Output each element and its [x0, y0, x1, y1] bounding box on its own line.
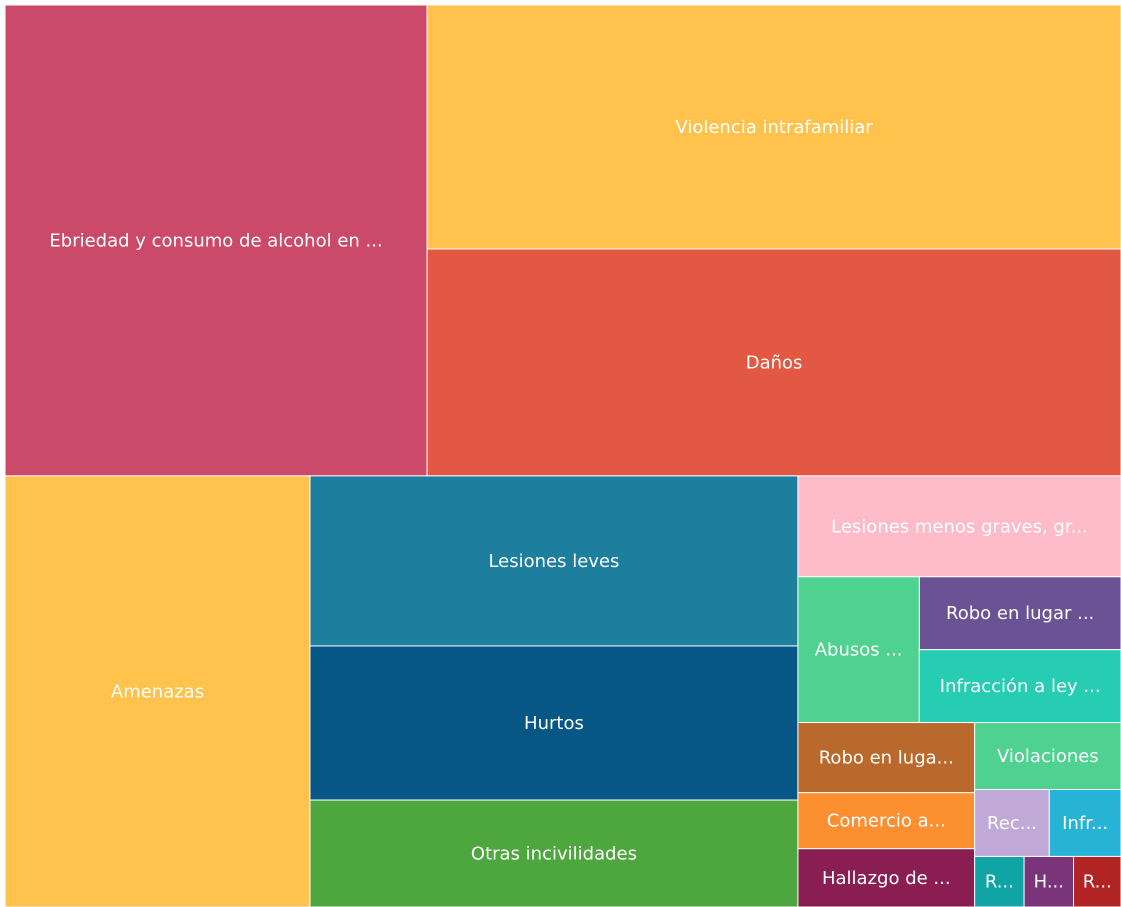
- treemap-tile: [974, 722, 1121, 790]
- treemap-tile: [797, 475, 1121, 578]
- treemap-tile: [974, 855, 1025, 907]
- tile-label: Comercio a...: [827, 811, 946, 832]
- tile-label: Robo en lugar ...: [946, 603, 1094, 624]
- treemap-tile: [4, 4, 428, 477]
- treemap-tile: [309, 475, 799, 647]
- treemap-tile: [918, 576, 1121, 651]
- tile-label: Infr...: [1062, 813, 1108, 834]
- treemap-tile: [309, 645, 799, 801]
- tile-label: Amenazas: [111, 681, 204, 702]
- tile-label: Daños: [746, 352, 803, 373]
- treemap-tile: [797, 848, 976, 907]
- tile-label: Lesiones leves: [488, 551, 619, 572]
- tile-label: Infracción a ley ...: [940, 676, 1101, 697]
- treemap-tile: [1073, 855, 1121, 907]
- treemap-tile: [1023, 855, 1075, 907]
- tile-label: Rec...: [987, 813, 1037, 834]
- treemap-tile: [797, 576, 920, 724]
- tile-label: Violaciones: [997, 746, 1099, 767]
- treemap-tile: [426, 4, 1121, 250]
- tile-label: Violencia intrafamiliar: [675, 117, 873, 138]
- treemap-tile: [426, 248, 1121, 477]
- treemap-tile: [797, 792, 976, 850]
- tile-label: Ebriedad y consumo de alcohol en ...: [49, 230, 382, 251]
- tile-label: Hurtos: [524, 713, 584, 734]
- tile-label: Lesiones menos graves, gr...: [831, 516, 1088, 537]
- tile-label: R...: [1083, 872, 1112, 893]
- treemap-tile: [4, 475, 311, 907]
- tile-label: H...: [1034, 872, 1064, 893]
- tile-label: R...: [985, 872, 1014, 893]
- tile-label: Robo en luga...: [819, 748, 954, 769]
- tile-label: Hallazgo de ...: [822, 868, 951, 889]
- tile-label: Abusos ...: [815, 640, 903, 661]
- treemap-tile: [309, 799, 799, 907]
- tile-label: Otras incivilidades: [471, 844, 637, 865]
